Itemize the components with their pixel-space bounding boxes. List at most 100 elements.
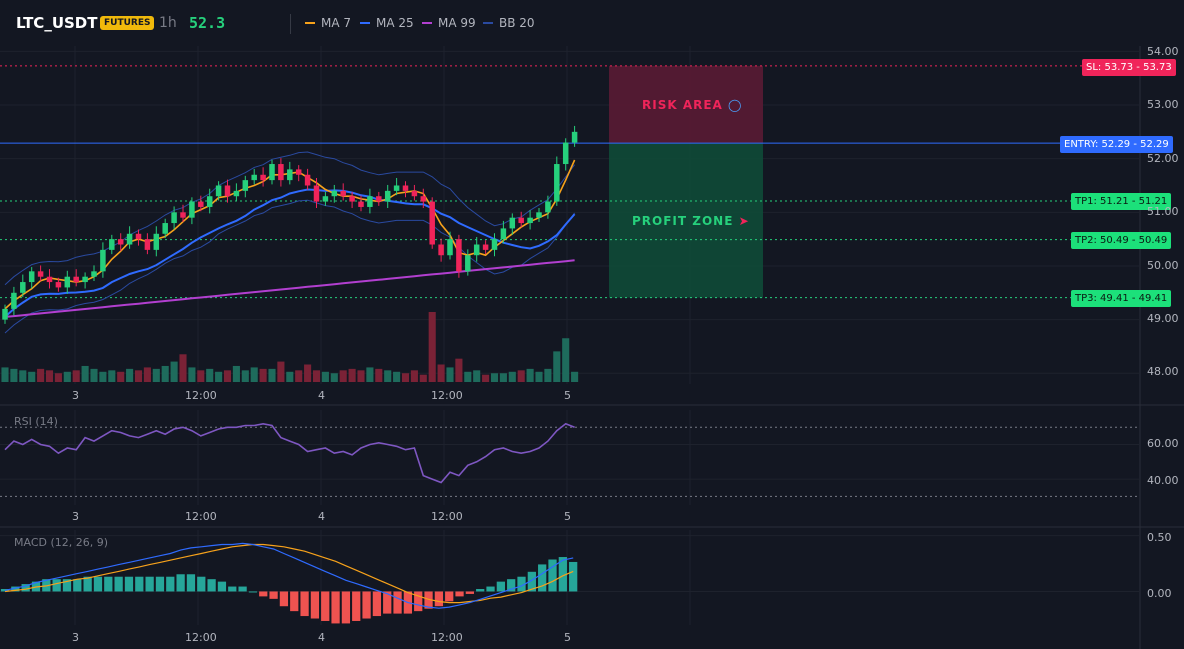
- rsi-line: [4, 422, 575, 484]
- macd-pane-title: MACD (12, 26, 9): [14, 536, 109, 549]
- volume-bar: [161, 365, 169, 382]
- volume-bar: [473, 370, 481, 382]
- volume-bar: [259, 368, 267, 382]
- volume-bar: [10, 368, 18, 382]
- candle-body: [340, 190, 346, 197]
- macd-histogram-bar: [465, 591, 474, 594]
- macd-histogram-bar: [290, 591, 299, 612]
- macd-histogram-bar: [228, 586, 237, 592]
- volume-bar: [28, 371, 36, 382]
- bb-lower-line: [4, 199, 576, 334]
- volume-bar: [232, 365, 240, 382]
- bb-upper-line: [4, 151, 576, 286]
- candle-body: [545, 201, 551, 213]
- macd-histogram-bar: [259, 591, 268, 597]
- macd-histogram-bar: [166, 576, 175, 592]
- volume-bar: [553, 351, 561, 382]
- macd-histogram-bar: [538, 564, 547, 592]
- candle-body: [304, 174, 311, 186]
- candle-body: [20, 282, 26, 293]
- time-tick: 5: [564, 510, 571, 523]
- volume-bar: [401, 373, 410, 382]
- volume-bar: [143, 367, 151, 382]
- volume-bar: [179, 354, 187, 382]
- candle-body: [269, 164, 275, 181]
- price-tick: 51.00: [1147, 205, 1179, 218]
- candle-body: [11, 292, 17, 309]
- rocket-icon: ➤: [738, 214, 750, 228]
- candle-body: [393, 185, 400, 191]
- legend-ma99[interactable]: MA 99: [422, 16, 476, 30]
- candle-body: [456, 239, 462, 272]
- candle-body: [233, 190, 240, 197]
- candle-body: [144, 239, 151, 250]
- tp3-price-tag: 49.41: [1138, 293, 1168, 304]
- candle-body: [322, 196, 329, 202]
- symbol-title[interactable]: LTC_USDT: [16, 14, 98, 32]
- macd-histogram-bar: [279, 591, 289, 607]
- candle-body: [100, 249, 106, 272]
- time-tick: 12:00: [185, 631, 217, 644]
- volume-bar: [170, 361, 178, 382]
- price-tick: 53.00: [1147, 98, 1179, 111]
- volume-bar: [90, 368, 98, 382]
- sl-level-text: SL: 53.73: [1086, 62, 1134, 73]
- macd-histogram-bar: [248, 591, 258, 593]
- chart-header: LTC_USDT FUTURES 1h 52.3 MA 7 MA 25 MA 9…: [0, 0, 1184, 46]
- volume-bar: [99, 371, 107, 382]
- candle-body: [447, 239, 453, 256]
- candle-body: [402, 185, 409, 191]
- volume-bar: [250, 367, 258, 382]
- macd-histogram-bar: [135, 576, 144, 592]
- candle-body: [500, 228, 507, 240]
- candle-body: [358, 201, 364, 207]
- volume-bar: [410, 370, 418, 382]
- macd-histogram-bar: [269, 591, 278, 599]
- candle-body: [82, 276, 88, 283]
- macd-histogram-bar: [145, 576, 154, 592]
- sl-level-label: SL: 53.73 - 53.73: [1082, 59, 1176, 76]
- timeframe-label[interactable]: 1h: [159, 15, 177, 31]
- macd-histogram-bar: [83, 576, 92, 592]
- macd-line: [4, 542, 574, 609]
- candle-body: [198, 201, 204, 207]
- volume-bar: [348, 368, 356, 382]
- candle-body: [180, 212, 186, 218]
- legend-bb20[interactable]: BB 20: [483, 16, 535, 30]
- candle-body: [260, 174, 266, 181]
- candle-body: [420, 196, 427, 202]
- volume-bar: [241, 370, 249, 382]
- legend-swatch-bb20: [483, 22, 493, 24]
- volume-bar: [72, 370, 80, 382]
- macd-histogram-bar: [424, 591, 433, 609]
- volume-bar: [393, 371, 401, 382]
- macd-signal-line: [4, 543, 574, 604]
- volume-bar: [571, 371, 579, 382]
- legend-ma7[interactable]: MA 7: [305, 16, 351, 30]
- tp3-level-label: TP3: 49.41 - 49.41: [1071, 290, 1172, 307]
- volume-bar: [1, 367, 9, 382]
- volume-bar: [544, 368, 552, 382]
- macd-histogram-bar: [558, 557, 567, 592]
- time-tick: 3: [72, 510, 79, 523]
- sl-price-tag: 53.73: [1143, 62, 1172, 73]
- candle-body: [126, 233, 133, 245]
- volume-bar: [54, 373, 62, 382]
- volume-bar: [197, 370, 205, 382]
- profit-zone-text: PROFIT ZONE: [632, 214, 734, 228]
- macd-histogram-bar: [527, 571, 536, 592]
- time-tick: 12:00: [431, 510, 463, 523]
- volume-bar: [63, 371, 71, 382]
- candle-body: [162, 223, 168, 234]
- macd-histogram-bar: [11, 586, 20, 592]
- macd-histogram-bar: [455, 591, 464, 597]
- legend-ma25[interactable]: MA 25: [360, 16, 414, 30]
- profit-zone-label: PROFIT ZONE ➤: [632, 214, 750, 228]
- volume-bar: [268, 368, 276, 382]
- macd-histogram-bar: [486, 586, 495, 592]
- candle-body: [28, 271, 35, 283]
- volume-bar: [295, 370, 303, 382]
- macd-histogram-bar: [321, 591, 330, 621]
